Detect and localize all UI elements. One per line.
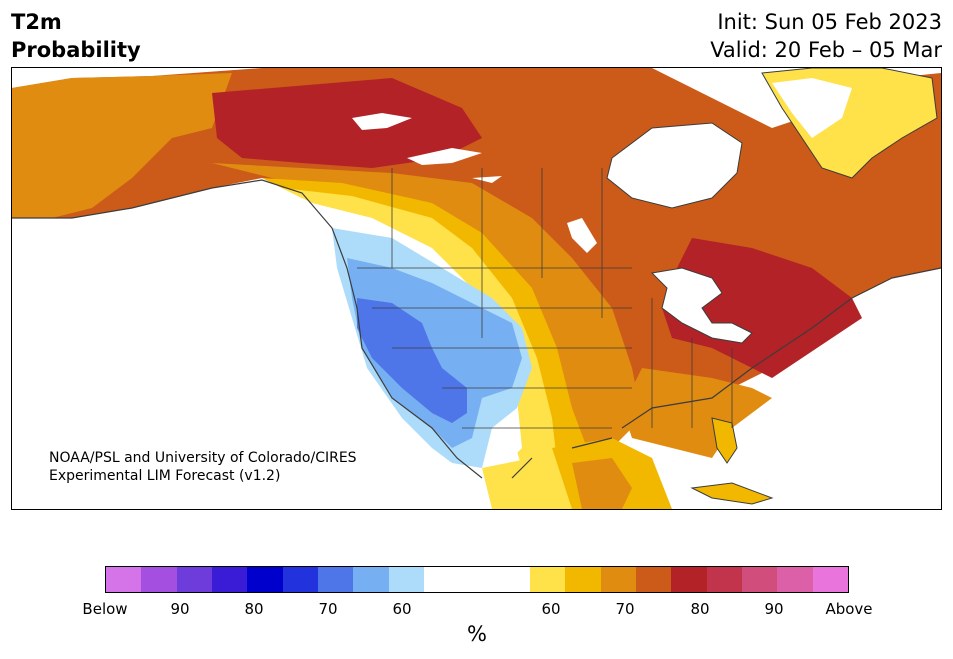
colorbar-tick-label: 70 bbox=[318, 600, 338, 618]
lake-4 bbox=[472, 176, 502, 183]
colorbar-tick-label: 70 bbox=[615, 600, 635, 618]
colorbar-segment bbox=[141, 567, 177, 592]
credit-line-1: NOAA/PSL and University of Colorado/CIRE… bbox=[49, 450, 357, 466]
colorbar bbox=[105, 566, 849, 593]
credit-text: NOAA/PSL and University of Colorado/CIRE… bbox=[49, 449, 357, 485]
colorbar-segment bbox=[176, 567, 212, 592]
init-date: Init: Sun 05 Feb 2023 bbox=[717, 10, 942, 34]
region-yukon-above80 bbox=[212, 78, 482, 168]
colorbar-tick-label: 80 bbox=[244, 600, 264, 618]
lake-1 bbox=[352, 113, 412, 130]
coastline bbox=[12, 179, 941, 479]
colorbar-segment bbox=[741, 567, 778, 592]
colorbar-segment bbox=[671, 567, 707, 592]
colorbar-segment bbox=[353, 567, 389, 592]
colorbar-tick-label: 90 bbox=[764, 600, 784, 618]
colorbar-segment bbox=[459, 567, 495, 592]
region-alaska-above70 bbox=[12, 73, 232, 218]
lake-2 bbox=[407, 148, 482, 165]
region-east-above80 bbox=[662, 238, 862, 378]
lake-3 bbox=[567, 218, 597, 253]
variable-label: T2m bbox=[11, 10, 62, 34]
region-west-below80 bbox=[357, 298, 467, 423]
hudson-bay bbox=[606, 122, 743, 209]
forecast-map bbox=[11, 67, 942, 510]
great-lakes bbox=[650, 267, 753, 344]
greenland-ice bbox=[772, 78, 852, 138]
region-mexico-above70 bbox=[572, 458, 632, 509]
map-title: T2m Probability bbox=[11, 8, 141, 64]
colorbar-tick-label: Above bbox=[825, 600, 873, 618]
colorbar-segment bbox=[317, 567, 354, 592]
colorbar-segment bbox=[706, 567, 742, 592]
colorbar-tick-label: 60 bbox=[392, 600, 412, 618]
colorbar-tick-label: 60 bbox=[541, 600, 561, 618]
valid-range: Valid: 20 Feb – 05 Mar bbox=[710, 38, 942, 62]
colorbar-tick-label: 90 bbox=[170, 600, 190, 618]
colorbar-segment bbox=[388, 567, 424, 592]
colorbar-segment bbox=[247, 567, 283, 592]
colorbar-segment bbox=[812, 567, 848, 592]
forecast-dates: Init: Sun 05 Feb 2023 Valid: 20 Feb – 05… bbox=[710, 8, 942, 64]
colorbar-segment bbox=[423, 567, 460, 592]
region-southeast-above70 bbox=[622, 368, 772, 458]
colorbar-segment bbox=[106, 567, 142, 592]
colorbar-segment bbox=[494, 567, 530, 592]
colorbar-tick-label: Below bbox=[82, 600, 128, 618]
colorbar-segment bbox=[529, 567, 566, 592]
florida bbox=[711, 417, 738, 464]
colorbar-tick-label: 80 bbox=[690, 600, 710, 618]
map-canvas bbox=[12, 68, 941, 509]
colorbar-segment bbox=[211, 567, 248, 592]
colorbar-segment bbox=[777, 567, 813, 592]
colorbar-segment bbox=[600, 567, 636, 592]
cuba bbox=[690, 482, 774, 505]
credit-line-2: Experimental LIM Forecast (v1.2) bbox=[49, 468, 281, 484]
colorbar-segment bbox=[282, 567, 318, 592]
colorbar-unit: % bbox=[467, 622, 487, 646]
subtitle-label: Probability bbox=[11, 38, 141, 62]
region-band-above70-west bbox=[212, 163, 642, 458]
state-borders bbox=[357, 168, 733, 429]
colorbar-segment bbox=[565, 567, 601, 592]
colorbar-segment bbox=[635, 567, 672, 592]
